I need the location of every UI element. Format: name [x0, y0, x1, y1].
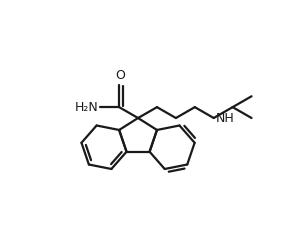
Text: NH: NH [216, 112, 235, 124]
Text: O: O [115, 69, 125, 82]
Text: H₂N: H₂N [74, 101, 98, 114]
